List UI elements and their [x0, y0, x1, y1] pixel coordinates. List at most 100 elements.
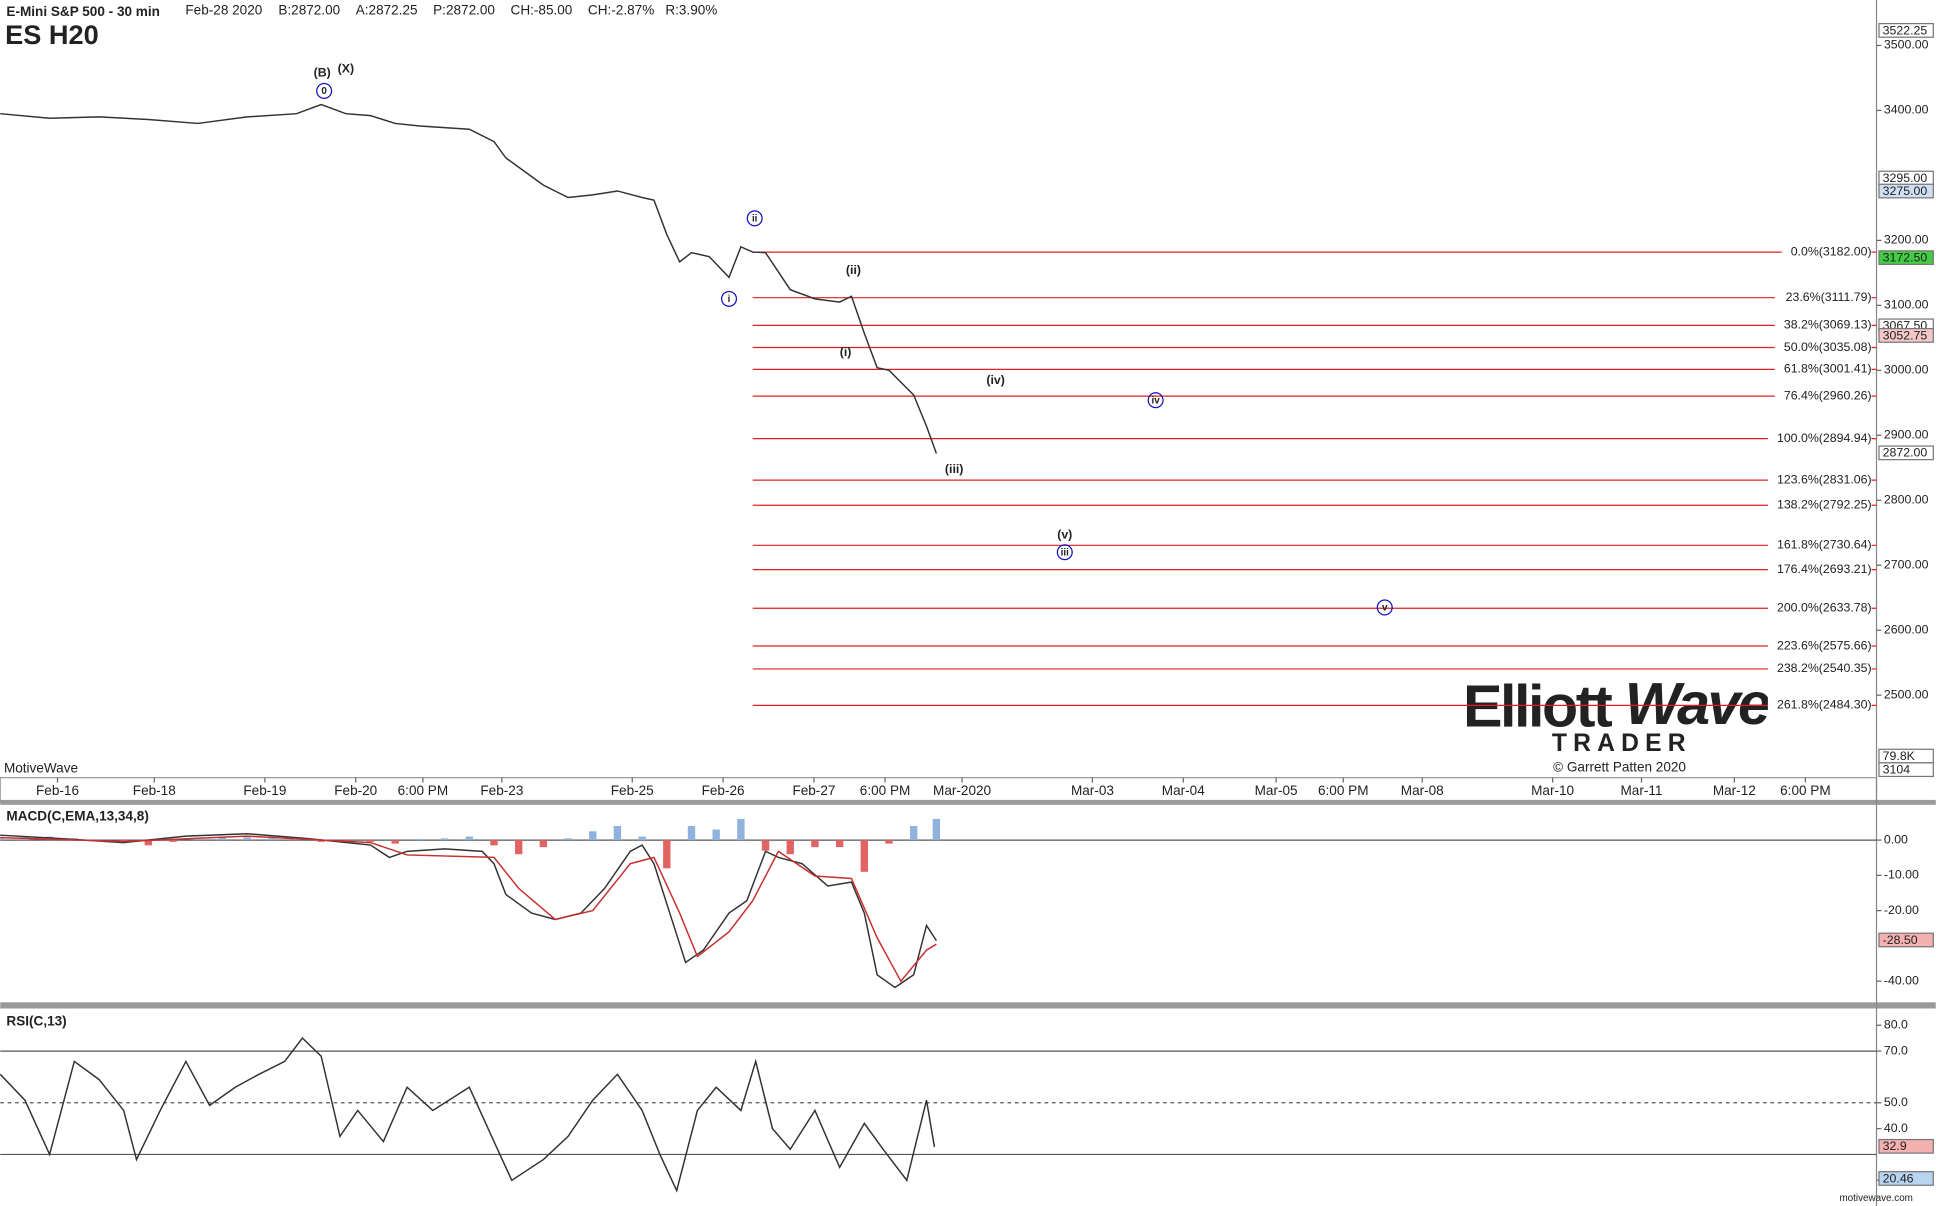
wave-label: i: [728, 294, 731, 305]
logo-text: Elliott: [1463, 673, 1612, 740]
histogram-bar: [440, 838, 449, 841]
histogram-bar: [268, 838, 276, 841]
header-item: A:2872.25: [356, 3, 418, 18]
y-tick-label: -20.00: [1884, 903, 1919, 917]
y-tick-label: 2600.00: [1884, 622, 1929, 636]
histogram-bar: [490, 840, 498, 846]
histogram-bar: [514, 840, 523, 855]
x-tick-label: Feb-18: [133, 783, 176, 798]
wave-circle: [746, 210, 763, 227]
fib-label-bg: [1767, 562, 1872, 578]
fib-label-bg: [1767, 431, 1872, 446]
fib-label-bg: [1767, 600, 1872, 616]
wave-label: v: [1382, 603, 1388, 614]
histogram-bar: [194, 838, 202, 841]
y-tick-label: 0.00: [1884, 832, 1908, 846]
price-badge-label: 3052.75: [1883, 328, 1928, 342]
wave-label: (B): [314, 66, 331, 80]
y-tick-label: 2900.00: [1884, 428, 1929, 442]
symbol: ES H20: [5, 19, 99, 50]
x-tick-label: Feb-23: [480, 783, 523, 798]
wave-circle: [1056, 544, 1073, 561]
header-item: R:3.90%: [665, 3, 717, 18]
header-item: CH:-2.87%: [588, 3, 654, 18]
price-badge: [1878, 445, 1934, 461]
x-tick-label: Feb-16: [36, 783, 79, 798]
wave-circle: [720, 290, 738, 307]
y-tick-label: 70.0: [1884, 1043, 1908, 1057]
fib-label: 261.8%(2484.30): [1777, 698, 1872, 712]
histogram-bar: [860, 840, 869, 872]
fib-label: 23.6%(3111.79): [1786, 290, 1872, 304]
panel-separator: [0, 1002, 1936, 1009]
fib-label-bg: [1774, 290, 1872, 306]
fib-label-bg: [1774, 317, 1872, 333]
histogram-bar: [366, 840, 375, 842]
histogram-bar: [0, 838, 4, 841]
histogram-bar: [416, 839, 424, 841]
fib-label: 138.2%(2792.25): [1777, 498, 1872, 512]
price-badge: [1878, 250, 1934, 266]
histogram-bar: [589, 831, 597, 841]
x-tick-label: Mar-10: [1531, 783, 1574, 798]
histogram-bar: [811, 840, 819, 848]
series-line: [0, 835, 937, 983]
x-tick-label: Mar-2020: [933, 783, 992, 798]
price-badge: [1878, 328, 1934, 343]
fib-label-bg: [1767, 661, 1872, 677]
fib-label-bg: [1774, 361, 1872, 377]
x-tick-label: Feb-20: [334, 783, 377, 798]
histogram-bar: [761, 840, 770, 851]
x-tick-label: Feb-27: [792, 783, 835, 798]
wave-label: iv: [1152, 395, 1161, 406]
fib-label: 100.0%(2894.94): [1777, 431, 1872, 445]
histogram-bar: [243, 837, 251, 841]
histogram-bar: [391, 840, 399, 844]
wave-circle: [316, 82, 333, 99]
x-tick-label: 6:00 PM: [1780, 783, 1831, 798]
logo-subtext: TRADER: [1552, 730, 1692, 757]
header-item: CH:-85.00: [511, 3, 573, 18]
logo-text: Wave: [1625, 670, 1770, 737]
x-tick-label: Feb-19: [243, 783, 286, 798]
platform-label: MotiveWave: [4, 761, 78, 776]
x-tick-label: Feb-26: [702, 783, 745, 798]
fib-label: 161.8%(2730.64): [1777, 538, 1872, 552]
x-tick-label: 6:00 PM: [860, 783, 911, 798]
x-tick-label: Mar-08: [1401, 783, 1444, 798]
histogram-bar: [909, 825, 918, 841]
fib-label-bg: [1767, 497, 1872, 513]
x-tick-label: 6:00 PM: [398, 783, 449, 798]
copyright: © Garrett Patten 2020: [1553, 759, 1686, 774]
price-badge: [1878, 932, 1934, 948]
series-line: [0, 1037, 936, 1193]
wave-label: ii: [752, 214, 758, 225]
histogram-bar: [932, 818, 941, 841]
histogram-bar: [317, 840, 325, 842]
volume-badge: [1878, 762, 1934, 778]
fib-label-bg: [1774, 388, 1872, 404]
price-badge: [1878, 1171, 1934, 1186]
fib-label: 176.4%(2693.21): [1777, 562, 1872, 576]
series-line: [0, 832, 938, 989]
price-badge-label: 3275.00: [1883, 184, 1928, 198]
fib-label: 61.8%(3001.41): [1784, 362, 1872, 376]
histogram-bar: [539, 840, 548, 848]
wave-circle: [1376, 599, 1393, 616]
y-tick-label: 80.0: [1884, 1018, 1908, 1032]
wave-label: (iv): [986, 373, 1004, 387]
histogram-bar: [638, 836, 646, 841]
fib-label-bg: [1767, 697, 1872, 713]
price-badge-label: 3172.50: [1883, 251, 1928, 265]
histogram-bar: [218, 836, 227, 841]
header-item: P:2872.00: [433, 3, 495, 18]
price-badge: [1878, 1138, 1934, 1154]
header-item: Feb-28 2020: [185, 3, 262, 18]
panel-title: RSI(C,13): [6, 1014, 66, 1029]
price-badge-label: 3295.00: [1883, 171, 1928, 185]
x-tick-label: Mar-04: [1162, 783, 1205, 798]
fib-label: 76.4%(2960.26): [1784, 388, 1872, 402]
x-tick-label: Feb-25: [611, 783, 654, 798]
